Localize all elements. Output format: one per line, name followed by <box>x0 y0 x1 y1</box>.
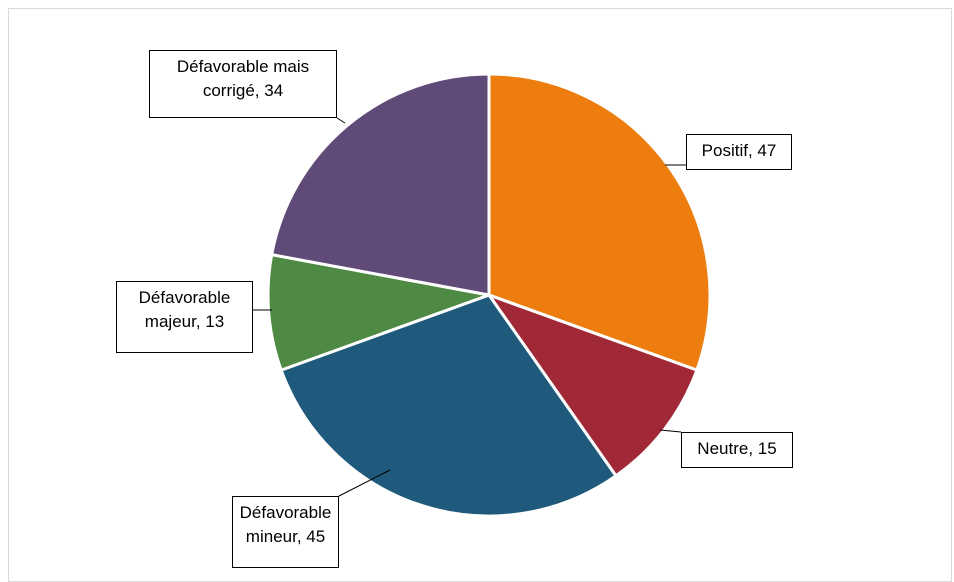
data-label: Défavorable mineur, 45 <box>232 496 339 568</box>
pie-slice <box>279 293 618 518</box>
pie-slice <box>487 72 712 372</box>
data-label: Positif, 47 <box>686 134 792 170</box>
data-label: Neutre, 15 <box>681 432 793 468</box>
pie-slice <box>487 293 699 478</box>
callout-pointer <box>338 469 391 497</box>
callout-pointer <box>336 117 346 124</box>
pie-slice <box>270 72 491 297</box>
data-label: Défavorable majeur, 13 <box>116 281 253 353</box>
callout-pointer <box>659 429 682 433</box>
pie-slice <box>266 253 491 372</box>
data-label: Défavorable mais corrigé, 34 <box>149 50 337 118</box>
